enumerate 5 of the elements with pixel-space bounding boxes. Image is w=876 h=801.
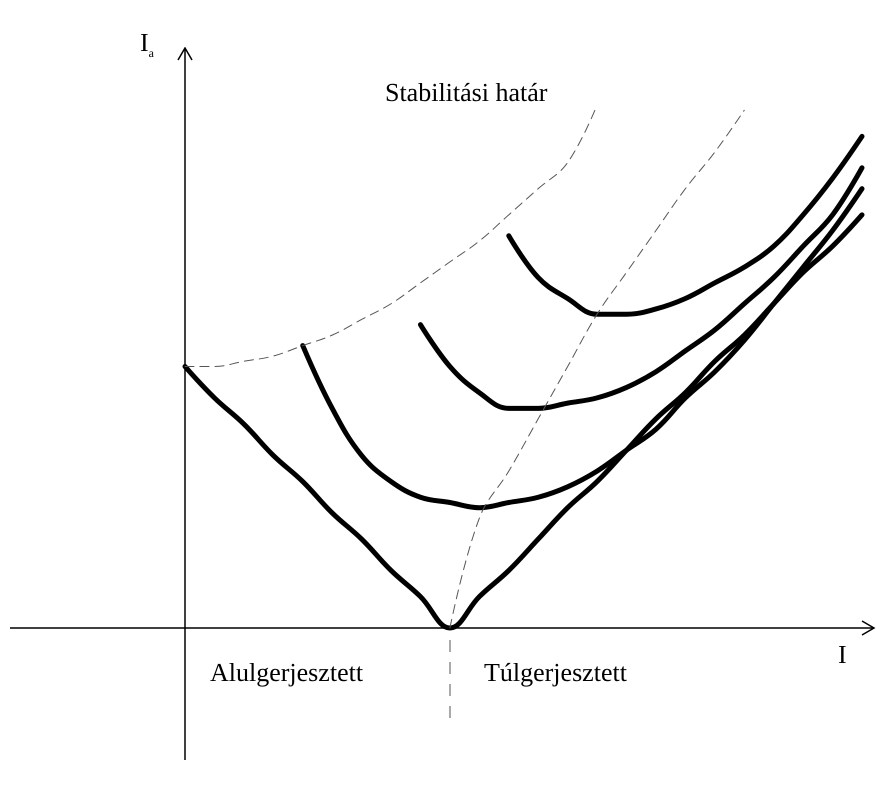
- y-axis-title: I$_{a}$: [140, 28, 154, 62]
- x-axis-title: I: [838, 640, 847, 670]
- annotation: Stabilitási határ: [385, 78, 548, 108]
- text: Alulgerjesztett: [210, 658, 364, 688]
- text: Túlgerjesztett: [484, 658, 627, 688]
